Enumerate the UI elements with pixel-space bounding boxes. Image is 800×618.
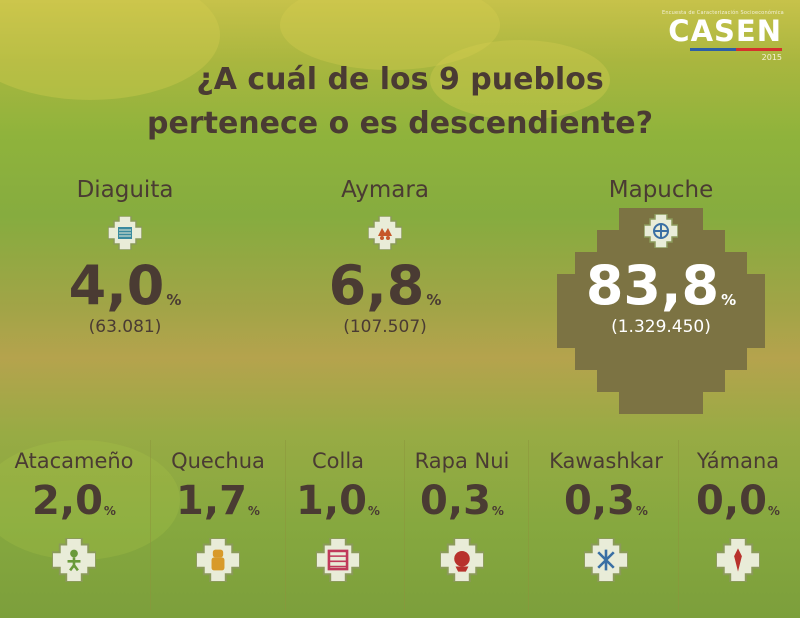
group-aymara: Aymara 6,8% (107.507)	[300, 176, 470, 338]
group-mapuche: Mapuche 83,8% (1.329.450)	[571, 176, 751, 338]
group-percent: 0,3%	[396, 476, 528, 526]
group-colla: Colla 1,0%	[272, 446, 404, 582]
group-name: Atacameño	[14, 449, 134, 473]
column-divider	[678, 440, 679, 610]
column-divider	[528, 440, 529, 610]
logo-color-bar	[690, 48, 782, 51]
percent-value: 2,0	[32, 478, 103, 524]
group-count: (63.081)	[88, 317, 162, 337]
group-yamana: Yámana 0,0%	[682, 446, 794, 582]
group-name: Rapa Nui	[414, 449, 510, 473]
group-name: Kawashkar	[549, 449, 663, 473]
percent-symbol: %	[426, 291, 442, 309]
column-divider	[285, 440, 286, 610]
group-percent: 0,0%	[682, 476, 794, 526]
group-atacameno: Atacameño 2,0%	[8, 446, 140, 582]
group-percent: 1,7%	[152, 476, 284, 526]
group-kawashkar: Kawashkar 0,3%	[536, 446, 676, 582]
percent-value: 0,3	[564, 478, 635, 524]
casen-logo: Encuesta de Caracterización Socioeconómi…	[662, 10, 784, 72]
logo-year: 2015	[761, 53, 782, 62]
group-percent: 6,8%	[300, 256, 470, 316]
percent-value: 1,7	[176, 478, 247, 524]
group-percent: 0,3%	[536, 476, 676, 526]
percent-symbol: %	[103, 504, 116, 518]
colla-symbol-icon	[316, 538, 360, 582]
percent-symbol: %	[767, 504, 780, 518]
percent-symbol: %	[247, 504, 260, 518]
percent-value: 0,3	[420, 478, 491, 524]
group-count: (107.507)	[343, 317, 427, 337]
group-name: Quechua	[171, 449, 265, 473]
yamana-symbol-icon	[716, 538, 760, 582]
aymara-symbol-icon	[368, 216, 402, 250]
group-name: Aymara	[341, 177, 429, 203]
quechua-symbol-icon	[196, 538, 240, 582]
group-count: (1.329.450)	[611, 317, 711, 337]
group-name: Yámana	[696, 449, 780, 473]
group-percent: 4,0%	[40, 256, 210, 316]
group-percent: 1,0%	[272, 476, 404, 526]
title-line: pertenece o es descendiente?	[146, 106, 653, 141]
column-divider	[404, 440, 405, 610]
percent-value: 6,8	[328, 254, 425, 317]
column-divider	[150, 440, 151, 610]
group-rapa-nui: Rapa Nui 0,3%	[396, 446, 528, 582]
group-name: Diaguita	[76, 177, 174, 203]
kawashkar-symbol-icon	[584, 538, 628, 582]
rapa-nui-symbol-icon	[440, 538, 484, 582]
percent-symbol: %	[166, 291, 182, 309]
mapuche-highlight-block	[557, 208, 765, 414]
percent-symbol: %	[721, 291, 737, 309]
mapuche-symbol-icon	[644, 214, 678, 248]
percent-value: 0,0	[696, 478, 767, 524]
percent-symbol: %	[367, 504, 380, 518]
percent-value: 83,8	[585, 254, 720, 317]
group-percent: 2,0%	[8, 476, 140, 526]
page-title: ¿A cuál de los 9 pueblos pertenece o es …	[0, 58, 800, 146]
group-percent: 83,8%	[571, 256, 751, 316]
logo-name: CASEN	[668, 14, 782, 48]
diaguita-symbol-icon	[108, 216, 142, 250]
percent-value: 4,0	[68, 254, 165, 317]
atacameno-symbol-icon	[52, 538, 96, 582]
logo-tagline: Encuesta de Caracterización Socioeconómi…	[662, 10, 784, 16]
title-line: ¿A cuál de los 9 pueblos	[196, 62, 604, 97]
group-name: Mapuche	[608, 177, 714, 203]
percent-value: 1,0	[296, 478, 367, 524]
background-shape	[430, 40, 610, 120]
percent-symbol: %	[635, 504, 648, 518]
background-shape	[280, 0, 500, 70]
group-quechua: Quechua 1,7%	[152, 446, 284, 582]
percent-symbol: %	[491, 504, 504, 518]
group-diaguita: Diaguita 4,0% (63.081)	[40, 176, 210, 338]
chakana-shape	[557, 208, 765, 414]
group-name: Colla	[311, 449, 365, 473]
